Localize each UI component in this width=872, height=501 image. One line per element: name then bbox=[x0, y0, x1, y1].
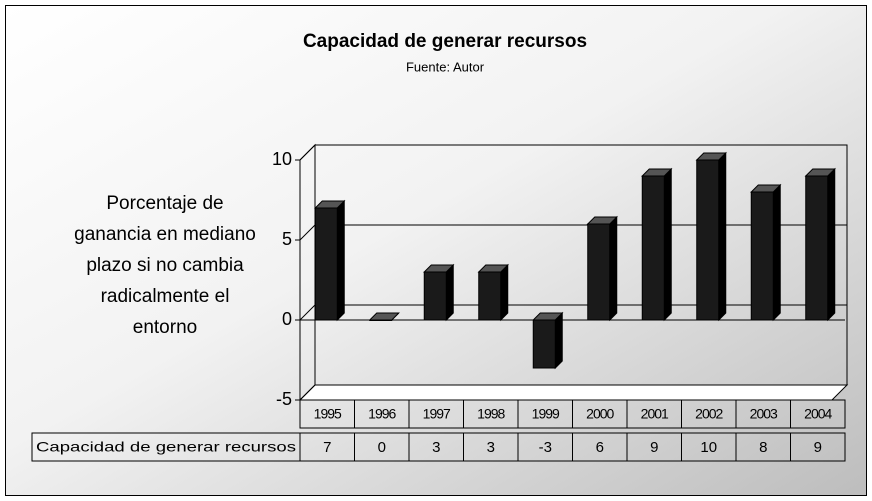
grid-line bbox=[299, 384, 316, 401]
bar-side bbox=[663, 167, 672, 322]
data-label: 7 bbox=[323, 439, 331, 456]
bar-side bbox=[500, 263, 509, 322]
data-label: 8 bbox=[759, 439, 767, 456]
x-tick-label: 2003 bbox=[750, 406, 778, 422]
y-tick-label: 5 bbox=[282, 229, 292, 249]
bar-side bbox=[554, 311, 563, 370]
x-tick-label: 1997 bbox=[423, 406, 451, 422]
data-label: 3 bbox=[487, 439, 495, 456]
floor bbox=[298, 384, 849, 401]
bar bbox=[478, 271, 502, 321]
legend-label: Capacidad de generar recursos bbox=[36, 439, 296, 455]
x-tick-label: 1999 bbox=[532, 406, 560, 422]
bar-side bbox=[827, 167, 836, 322]
x-tick-label: 1995 bbox=[314, 406, 342, 422]
data-label: 0 bbox=[378, 439, 386, 456]
table-header-cell bbox=[790, 399, 846, 429]
y-tick-label: -5 bbox=[276, 389, 292, 409]
chart-subtitle: Fuente: Autor bbox=[406, 59, 485, 74]
bar bbox=[587, 223, 611, 321]
x-tick-label: 2000 bbox=[586, 406, 614, 422]
grid-line bbox=[299, 304, 316, 321]
bar bbox=[369, 319, 393, 321]
grid-line bbox=[299, 144, 316, 161]
data-label: 10 bbox=[700, 439, 717, 456]
grid-line bbox=[299, 224, 316, 241]
data-label: -3 bbox=[539, 439, 552, 456]
bar bbox=[805, 175, 829, 321]
bar bbox=[314, 207, 338, 321]
x-tick-label: 2002 bbox=[695, 406, 723, 422]
y-axis-label: Porcentaje de ganancia en mediano plazo … bbox=[74, 193, 256, 338]
y-tick-label: 10 bbox=[272, 149, 292, 169]
bar bbox=[750, 191, 774, 321]
y-tick-label: 0 bbox=[282, 309, 292, 329]
x-tick-label: 2001 bbox=[641, 406, 669, 422]
x-tick-label: 2004 bbox=[804, 406, 832, 422]
x-tick-label: 1998 bbox=[477, 406, 505, 422]
data-label: 6 bbox=[596, 439, 604, 456]
table-value-cell bbox=[790, 432, 846, 462]
data-label: 9 bbox=[650, 439, 658, 456]
bar-side bbox=[772, 183, 781, 322]
bar-side bbox=[609, 215, 618, 322]
bar-side bbox=[718, 151, 727, 322]
bar bbox=[532, 319, 556, 369]
chart-title: Capacidad de generar recursos bbox=[303, 31, 587, 52]
bar-side bbox=[445, 263, 454, 322]
bar bbox=[423, 271, 447, 321]
bar-side bbox=[336, 199, 345, 322]
x-tick-label: 1996 bbox=[368, 406, 396, 422]
data-label: 3 bbox=[432, 439, 440, 456]
bar bbox=[696, 159, 720, 321]
bar bbox=[641, 175, 665, 321]
data-label: 9 bbox=[814, 439, 822, 456]
